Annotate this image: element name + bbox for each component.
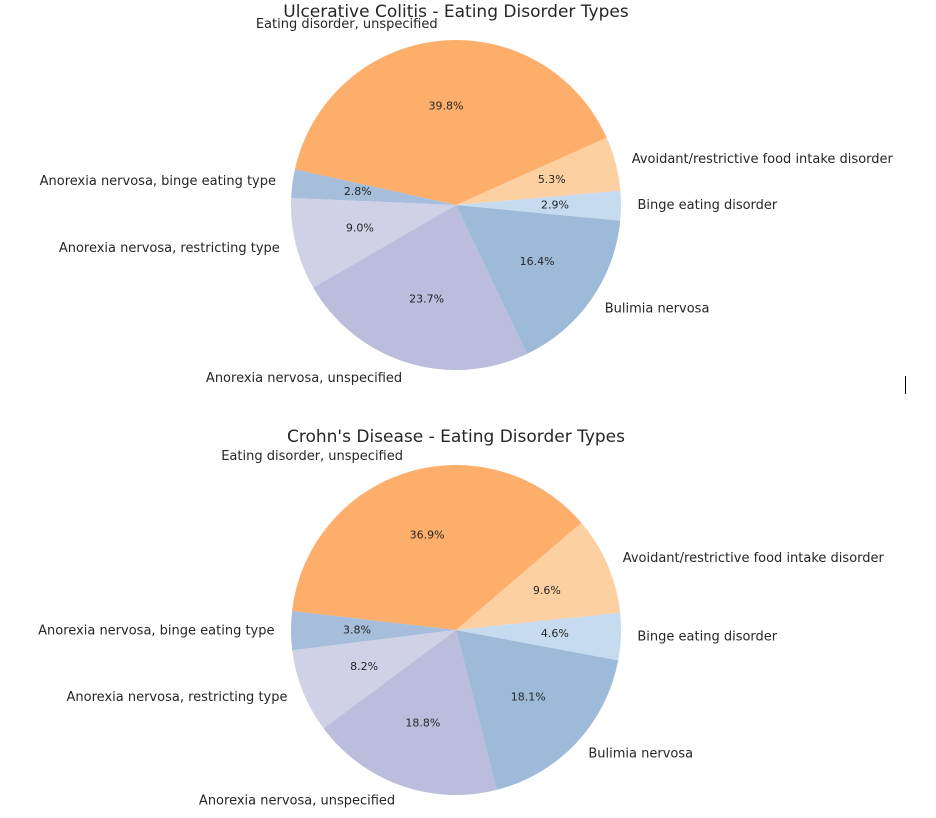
cd-label-binge-eating-disorder: Binge eating disorder [637,630,777,645]
cd-pct-bulimia-nervosa: 18.1% [511,691,546,704]
text-cursor [905,376,906,394]
uc-pct-anorexia-nervosa-restricting-type: 9.0% [346,222,374,235]
uc-pct-binge-eating-disorder: 2.9% [541,198,569,211]
uc-label-eating-disorder-unspecified: Eating disorder, unspecified [256,17,438,32]
cd-label-anorexia-nervosa-unspecified: Anorexia nervosa, unspecified [199,794,395,809]
uc-label-avoidant-restrictive-food-intake-disorder: Avoidant/restrictive food intake disorde… [632,152,894,167]
cd-slice-anorexia-nervosa-binge-eating-type [290,611,456,651]
cd-slice-binge-eating-disorder [456,612,622,661]
cd-label-eating-disorder-unspecified: Eating disorder, unspecified [221,449,403,464]
uc-slice-anorexia-nervosa-binge-eating-type [291,169,456,205]
uc-slice-eating-disorder-unspecified [294,40,607,205]
cd-pct-avoidant-restrictive-food-intake-disorder: 9.6% [533,584,561,597]
uc-pct-anorexia-nervosa-binge-eating-type: 2.8% [344,185,372,198]
uc-label-binge-eating-disorder: Binge eating disorder [638,198,778,213]
uc-label-anorexia-nervosa-unspecified: Anorexia nervosa, unspecified [206,371,402,386]
cd-pie-chart: Crohn's Disease - Eating Disorder Types … [38,427,884,809]
cd-label-anorexia-nervosa-binge-eating-type: Anorexia nervosa, binge eating type [38,623,274,638]
uc-label-anorexia-nervosa-restricting-type: Anorexia nervosa, restricting type [59,241,280,256]
uc-chart-title: Ulcerative Colitis - Eating Disorder Typ… [283,2,629,22]
cd-label-avoidant-restrictive-food-intake-disorder: Avoidant/restrictive food intake disorde… [623,551,885,566]
cd-pct-anorexia-nervosa-binge-eating-type: 3.8% [343,623,371,636]
cd-slice-eating-disorder-unspecified [292,465,582,630]
uc-pct-bulimia-nervosa: 16.4% [520,255,555,268]
uc-slice-anorexia-nervosa-unspecified [313,205,527,371]
uc-pct-eating-disorder-unspecified: 39.8% [429,100,464,113]
cd-pct-binge-eating-disorder: 4.6% [541,627,569,640]
uc-slice-anorexia-nervosa-restricting-type [290,198,456,288]
cd-label-bulimia-nervosa: Bulimia nervosa [588,747,693,762]
cd-chart-title: Crohn's Disease - Eating Disorder Types [287,427,625,447]
cd-pct-anorexia-nervosa-unspecified: 18.8% [405,716,440,729]
uc-slice-avoidant-restrictive-food-intake-disorder [456,137,621,205]
cd-pct-eating-disorder-unspecified: 36.9% [410,528,445,541]
cd-slice-anorexia-nervosa-unspecified [323,630,497,795]
cd-slice-anorexia-nervosa-restricting-type [292,630,456,729]
uc-slice-binge-eating-disorder [456,190,621,221]
uc-label-bulimia-nervosa: Bulimia nervosa [605,302,710,317]
cd-slice-bulimia-nervosa [456,630,619,790]
cd-label-anorexia-nervosa-restricting-type: Anorexia nervosa, restricting type [67,690,288,705]
cd-pct-anorexia-nervosa-restricting-type: 8.2% [350,660,378,673]
cd-slice-avoidant-restrictive-food-intake-disorder [456,522,621,630]
uc-pct-anorexia-nervosa-unspecified: 23.7% [409,293,444,306]
uc-slice-bulimia-nervosa [456,205,621,354]
uc-pct-avoidant-restrictive-food-intake-disorder: 5.3% [538,173,566,186]
uc-pie-chart: Ulcerative Colitis - Eating Disorder Typ… [40,2,894,386]
uc-label-anorexia-nervosa-binge-eating-type: Anorexia nervosa, binge eating type [40,174,276,189]
